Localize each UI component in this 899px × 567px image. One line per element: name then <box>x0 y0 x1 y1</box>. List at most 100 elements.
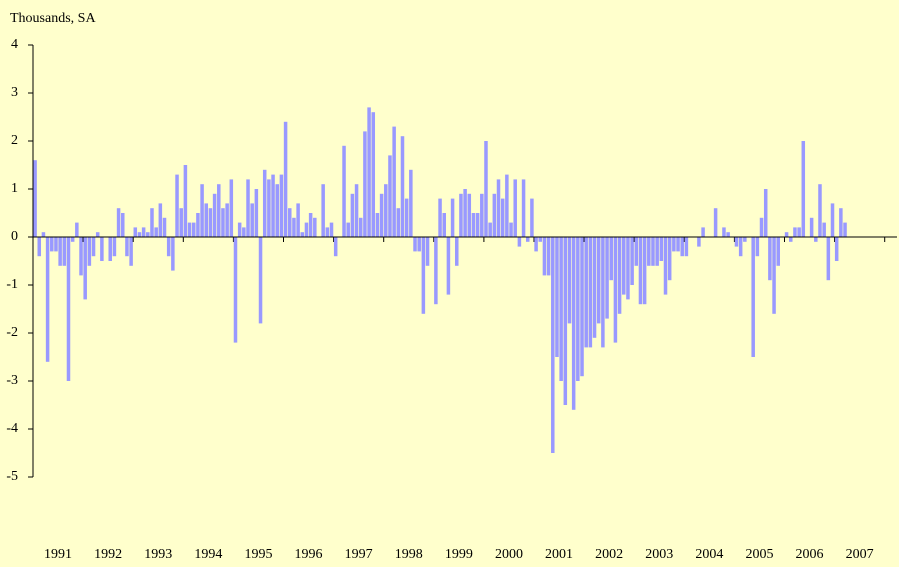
bar <box>233 237 238 343</box>
bar <box>793 227 797 237</box>
bar <box>521 179 526 237</box>
bar <box>250 203 254 237</box>
bar <box>601 237 605 348</box>
bar <box>179 208 183 237</box>
bar <box>755 237 760 257</box>
bar <box>701 227 705 237</box>
bar <box>333 237 338 257</box>
bar <box>663 237 668 295</box>
bar <box>329 222 334 237</box>
chart-title: Thousands, SA <box>10 11 96 26</box>
bar <box>734 237 739 247</box>
bar <box>634 237 639 266</box>
bar <box>221 208 225 237</box>
x-tick-label: 2001 <box>545 547 573 562</box>
bar <box>379 193 384 237</box>
bar <box>196 213 200 237</box>
bar <box>212 193 217 237</box>
bar <box>100 237 104 261</box>
bar <box>563 237 568 405</box>
bar <box>413 237 417 252</box>
x-tick-label: 1993 <box>144 547 172 562</box>
bar <box>33 160 37 237</box>
bar <box>542 237 547 276</box>
bar <box>697 237 701 247</box>
x-tick-label: 1991 <box>44 547 72 562</box>
bar <box>37 237 42 257</box>
bar <box>191 222 196 237</box>
bar <box>375 213 380 237</box>
bar <box>171 237 175 271</box>
bar <box>463 189 467 237</box>
bar <box>91 237 96 257</box>
bar <box>551 237 555 453</box>
y-tick-label: 2 <box>11 133 18 148</box>
bar <box>83 237 87 300</box>
bar <box>651 237 655 266</box>
bar <box>116 208 121 237</box>
x-tick-label: 2006 <box>796 547 824 562</box>
bar <box>133 227 138 237</box>
bar <box>62 237 67 266</box>
bar <box>242 227 246 237</box>
bar <box>325 227 330 237</box>
bar <box>45 237 50 362</box>
bar <box>492 193 497 237</box>
bar <box>288 208 292 237</box>
bar <box>367 107 371 238</box>
bar <box>434 237 438 305</box>
bar <box>371 112 376 237</box>
bar <box>713 208 718 237</box>
x-tick-label: 2002 <box>595 547 623 562</box>
bar <box>388 155 392 237</box>
bar <box>87 237 92 266</box>
bar <box>354 184 359 237</box>
bar <box>475 213 480 237</box>
bar <box>112 237 117 257</box>
bar <box>300 232 305 237</box>
x-tick-label: 1996 <box>295 547 323 562</box>
bar <box>509 222 513 237</box>
bar <box>459 193 463 237</box>
x-tick-label: 2005 <box>745 547 773 562</box>
y-tick-label: 0 <box>11 229 18 244</box>
bar <box>834 237 839 261</box>
x-tick-label: 2007 <box>846 547 874 562</box>
bar <box>592 237 597 338</box>
bar <box>79 237 83 276</box>
bar <box>525 237 530 242</box>
bar <box>304 222 309 237</box>
bar <box>843 222 847 237</box>
bar <box>480 193 484 237</box>
bar <box>175 174 179 237</box>
bar <box>559 237 563 381</box>
bar <box>826 237 831 281</box>
bar <box>350 193 355 237</box>
bar <box>358 217 363 237</box>
bar <box>580 237 584 377</box>
bar <box>667 237 672 281</box>
bar <box>776 237 780 266</box>
bar <box>446 237 451 295</box>
x-tick-label: 1992 <box>94 547 122 562</box>
bar <box>262 169 267 237</box>
bar <box>342 145 346 237</box>
x-tick-label: 1998 <box>395 547 423 562</box>
bar <box>141 227 146 237</box>
bar <box>75 222 79 237</box>
bar <box>296 203 300 237</box>
bar <box>267 179 271 237</box>
bar <box>814 237 818 242</box>
bar <box>500 198 505 237</box>
bar <box>630 237 634 285</box>
bar <box>484 141 488 237</box>
bar <box>229 179 234 237</box>
bar <box>822 222 826 237</box>
x-tick-label: 1997 <box>345 547 373 562</box>
y-tick-label: -5 <box>6 469 18 484</box>
bar <box>571 237 576 410</box>
bar <box>567 237 572 324</box>
bar <box>784 232 789 237</box>
y-tick-label: -1 <box>6 277 18 292</box>
